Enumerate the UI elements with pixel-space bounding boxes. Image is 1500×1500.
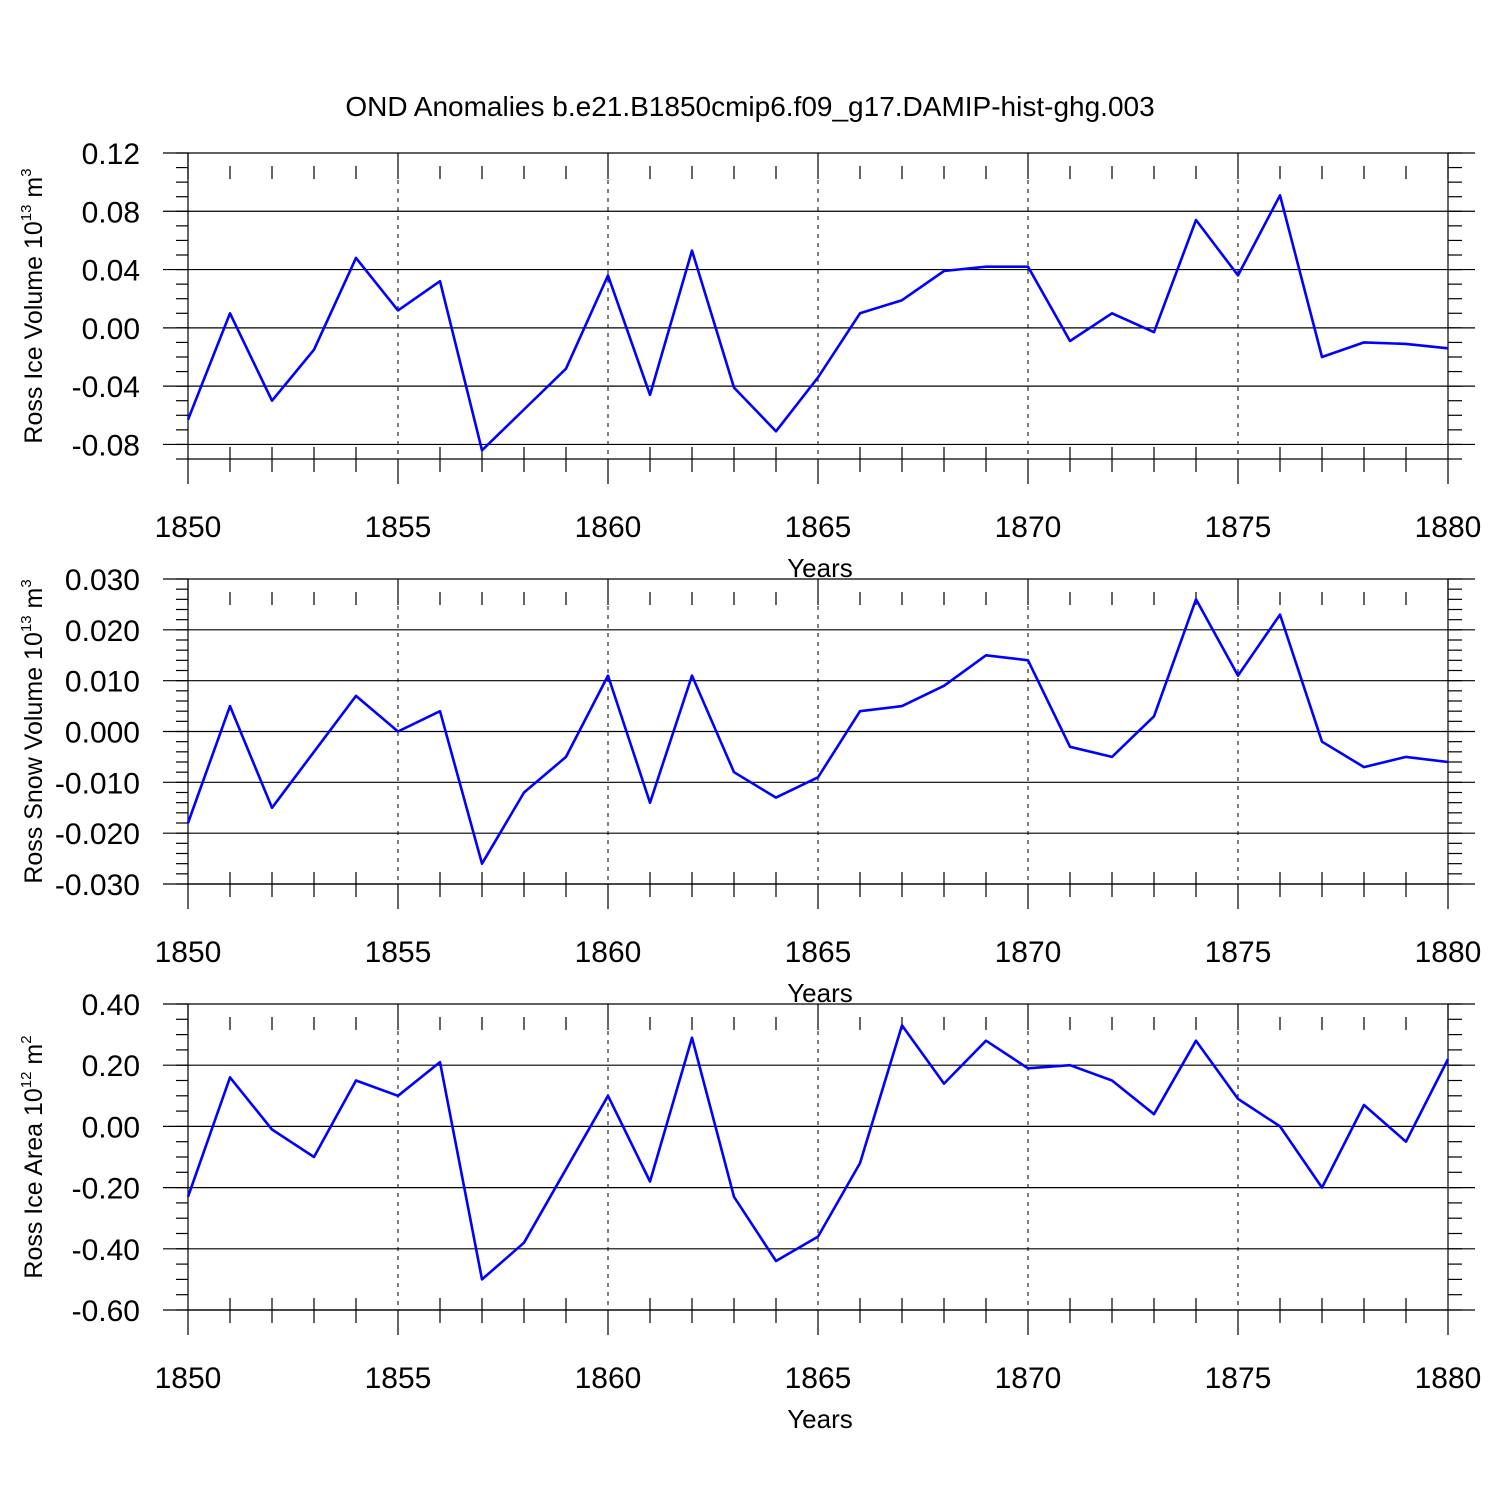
x-tick-label: 1855 [365,511,432,544]
y-tick-label: -0.40 [72,1234,140,1267]
x-tick-label: 1860 [575,936,642,969]
x-tick-label: 1865 [785,1362,852,1395]
series-line [186,194,1449,452]
y-axis-title: Ross Snow Volume 1013 m3 [18,579,48,883]
y-axis-title-unit: m [20,1044,48,1072]
y-tick-label: 0.00 [82,1111,140,1144]
y-tick-label: -0.020 [55,818,140,851]
x-tick-label: 1870 [995,936,1062,969]
x-axis-title: Years [787,1404,853,1434]
x-tick-label: 1865 [785,511,852,544]
y-tick-label: -0.20 [72,1173,140,1206]
y-tick-label: -0.60 [72,1295,140,1328]
y-axis-title-unit: m [20,177,48,205]
y-axis-title-text: Ross Ice Area 10 [20,1088,48,1278]
x-tick-label: 1850 [155,1362,222,1395]
y-tick-label: -0.010 [55,767,140,800]
y-axis-title: Ross Ice Area 1012 m2 [18,1035,48,1278]
x-tick-label: 1865 [785,936,852,969]
y-tick-label: 0.20 [82,1050,140,1083]
y-axis-title-unit-exponent: 3 [18,579,35,587]
x-tick-label: 1850 [155,511,222,544]
y-axis-title-exponent: 13 [18,205,35,222]
x-tick-label: 1875 [1205,936,1272,969]
y-tick-label: -0.08 [72,429,140,462]
x-tick-label: 1855 [365,1362,432,1395]
y-tick-label: -0.030 [55,869,140,902]
panel-2: -0.030 -0.020 -0.010 0.000 0.010 0.020 0.030 18… [18,564,1481,1008]
x-axis-title: Years [787,553,853,583]
y-tick-label: -0.04 [72,371,140,404]
y-axis-title-unit-exponent: 3 [18,168,35,176]
y-tick-label: 0.08 [82,196,140,229]
y-tick-label: 0.40 [82,989,140,1022]
series-line [186,597,1449,866]
y-tick-label: 0.04 [82,255,140,288]
y-axis-title-text: Ross Snow Volume 10 [20,632,48,884]
x-tick-label: 1850 [155,936,222,969]
y-axis-title-exponent: 13 [18,615,35,632]
y-axis-title-unit: m [20,588,48,616]
y-tick-label: 0.020 [65,615,140,648]
y-axis-title: Ross Ice Volume 1013 m3 [18,168,48,443]
y-axis-title-unit-exponent: 2 [18,1035,35,1043]
x-tick-label: 1880 [1415,511,1482,544]
x-tick-label: 1870 [995,1362,1062,1395]
y-tick-label: 0.030 [65,564,140,597]
series-line [186,1024,1450,1281]
x-tick-label: 1880 [1415,1362,1482,1395]
x-tick-label: 1880 [1415,936,1482,969]
x-tick-label: 1875 [1205,511,1272,544]
x-tick-label: 1860 [575,1362,642,1395]
panels: -0.08 -0.04 0.00 0.04 0.08 0.12 1850 1855 1860 18… [18,138,1481,1434]
y-tick-label: 0.010 [65,666,140,699]
x-tick-label: 1860 [575,511,642,544]
x-axis-title: Years [787,978,853,1008]
x-tick-label: 1855 [365,936,432,969]
y-axis-title-exponent: 12 [18,1072,35,1089]
x-tick-label: 1870 [995,511,1062,544]
y-tick-label: 0.12 [82,138,140,171]
chart-title: OND Anomalies b.e21.B1850cmip6.f09_g17.D… [345,91,1154,122]
y-tick-label: 0.000 [65,717,140,750]
panel-3: -0.60 -0.40 -0.20 0.00 0.20 0.40 1850 1855 1860 1… [18,989,1481,1434]
panel-1: -0.08 -0.04 0.00 0.04 0.08 0.12 1850 1855 1860 18… [18,138,1481,583]
y-tick-label: 0.00 [82,313,140,346]
x-tick-label: 1875 [1205,1362,1272,1395]
y-axis-title-text: Ross Ice Volume 10 [20,221,48,443]
